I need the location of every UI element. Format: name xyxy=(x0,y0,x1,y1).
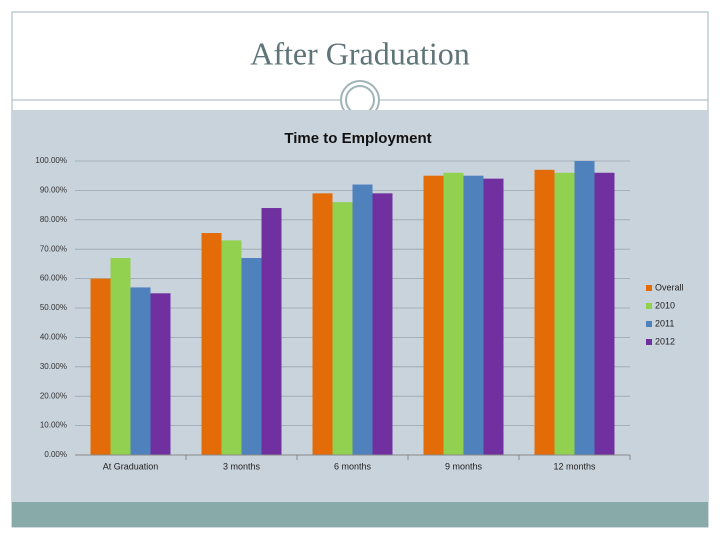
y-tick-label: 60.00% xyxy=(40,274,67,283)
bar xyxy=(443,172,464,455)
legend-swatch xyxy=(646,321,652,327)
x-tick-label: 12 months xyxy=(553,461,596,471)
legend-swatch xyxy=(646,285,652,291)
bar xyxy=(261,208,282,455)
bar xyxy=(352,184,373,455)
footer-band xyxy=(12,502,708,527)
bar xyxy=(594,172,615,455)
y-tick-label: 0.00% xyxy=(44,450,67,459)
y-tick-label: 10.00% xyxy=(40,421,67,430)
slide-title: After Graduation xyxy=(250,35,469,71)
bar xyxy=(201,233,222,455)
x-tick-label: 9 months xyxy=(445,461,483,471)
bar xyxy=(463,175,484,455)
x-tick-label: At Graduation xyxy=(103,461,159,471)
bar xyxy=(332,202,353,455)
bar xyxy=(241,258,262,455)
y-tick-label: 70.00% xyxy=(40,244,67,253)
bar xyxy=(554,172,575,455)
bar xyxy=(110,258,131,455)
y-tick-label: 30.00% xyxy=(40,362,67,371)
legend-label: 2010 xyxy=(655,300,675,310)
legend-swatch xyxy=(646,339,652,345)
bar xyxy=(534,169,555,455)
legend-swatch xyxy=(646,303,652,309)
bar xyxy=(221,240,242,455)
bar xyxy=(150,293,171,455)
chart-title: Time to Employment xyxy=(284,130,431,147)
bar xyxy=(574,161,595,455)
y-tick-label: 90.00% xyxy=(40,186,67,195)
x-tick-label: 3 months xyxy=(223,461,261,471)
x-tick-label: 6 months xyxy=(334,461,372,471)
y-tick-label: 100.00% xyxy=(35,156,67,165)
bar xyxy=(130,287,151,455)
legend-label: 2011 xyxy=(655,318,674,328)
bar xyxy=(312,193,333,455)
bar xyxy=(483,178,504,455)
bar xyxy=(423,175,444,455)
legend-label: 2012 xyxy=(655,336,675,346)
bar xyxy=(90,278,111,455)
y-tick-label: 40.00% xyxy=(40,333,67,342)
bar xyxy=(372,193,393,455)
legend-label: Overall xyxy=(655,282,684,292)
y-tick-label: 50.00% xyxy=(40,303,67,312)
y-tick-label: 80.00% xyxy=(40,215,67,224)
y-tick-label: 20.00% xyxy=(40,391,67,400)
